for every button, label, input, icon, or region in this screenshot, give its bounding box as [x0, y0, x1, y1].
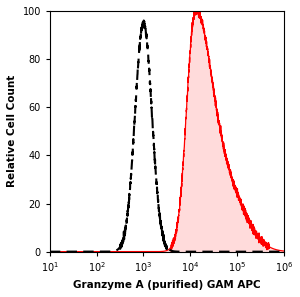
X-axis label: Granzyme A (purified) GAM APC: Granzyme A (purified) GAM APC — [73, 280, 261, 290]
Y-axis label: Relative Cell Count: Relative Cell Count — [7, 75, 17, 187]
